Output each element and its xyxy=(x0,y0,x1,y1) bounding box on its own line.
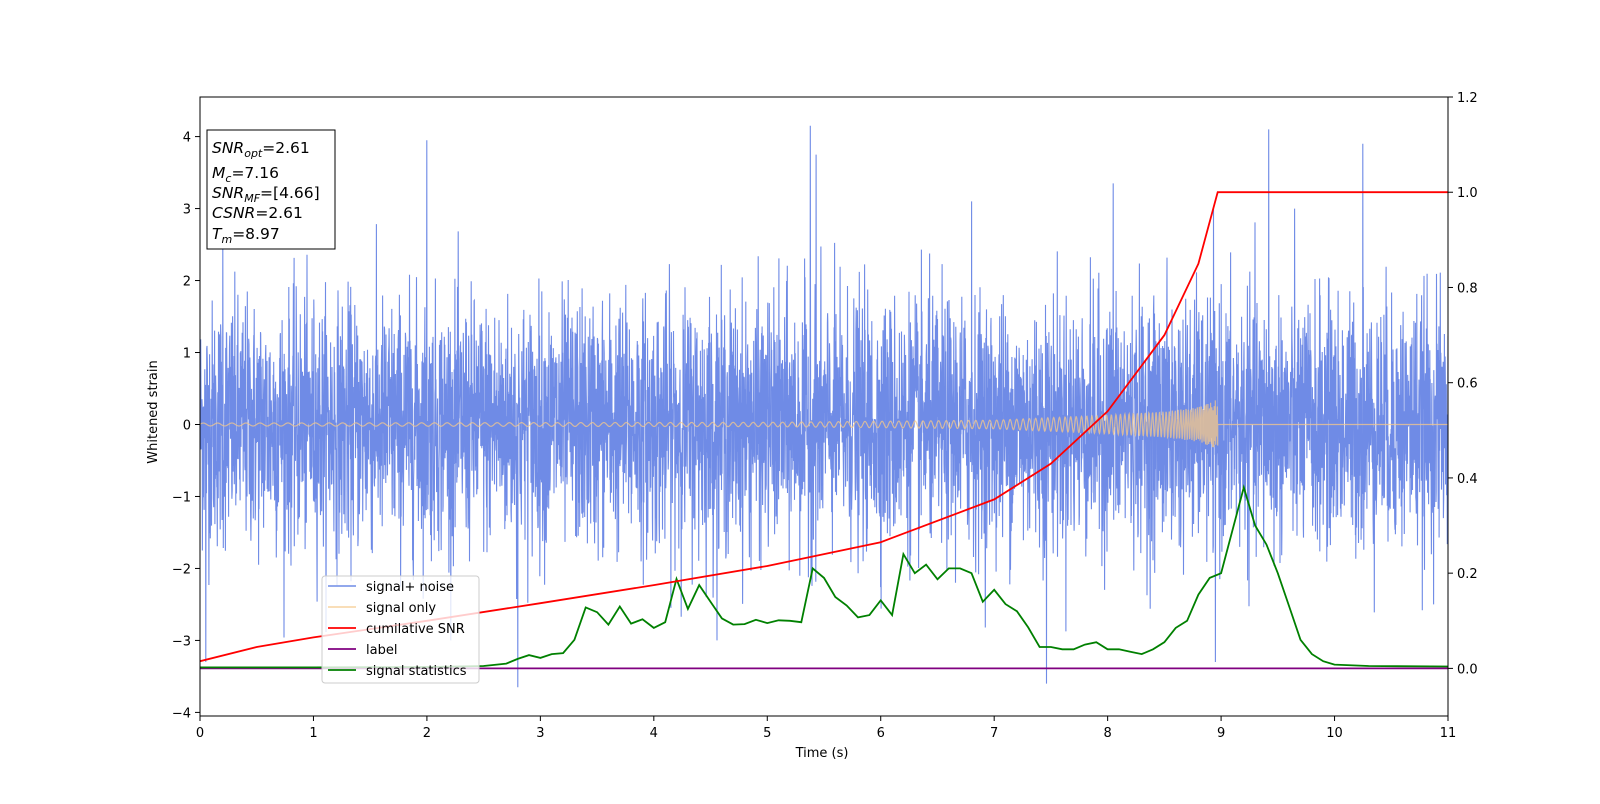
x-tick-label: 2 xyxy=(423,726,431,741)
info-line-sub: c xyxy=(225,172,231,185)
x-tick-label: 4 xyxy=(650,726,658,741)
info-line-sub: opt xyxy=(244,147,263,160)
info-line-value: =8.97 xyxy=(232,225,280,243)
x-tick-label: 0 xyxy=(196,726,204,741)
info-line: SNRopt=2.61 xyxy=(212,139,310,160)
info-line-value: =2.61 xyxy=(262,139,310,157)
y-axis-title: Whitened strain xyxy=(146,360,161,463)
info-line-base: T xyxy=(212,225,223,243)
y-tick-label-left: −2 xyxy=(172,562,191,577)
y-tick-label-right: 1.2 xyxy=(1457,91,1478,106)
y-tick-label-right: 0.4 xyxy=(1457,472,1478,487)
series-signal-only xyxy=(200,400,1448,448)
legend-label: cumilative SNR xyxy=(366,622,465,637)
info-line-sub: MF xyxy=(244,192,260,205)
y-tick-label-left: −3 xyxy=(172,634,191,649)
y-tick-label-left: −4 xyxy=(172,706,191,721)
x-tick-label: 9 xyxy=(1217,726,1225,741)
x-tick-label: 1 xyxy=(309,726,317,741)
y-tick-label-right: 0.6 xyxy=(1457,377,1478,392)
plot-axes: 0 1 2 3 4 5 6 7 8 9 10 11 −4 −3 −2 −1 0 1 2 3 4 0.0 0.2 0.4 0.6 0… xyxy=(172,91,1478,741)
legend-label: signal statistics xyxy=(366,664,467,679)
x-tick-label: 7 xyxy=(990,726,998,741)
x-tick-label: 5 xyxy=(763,726,771,741)
plot-frame xyxy=(199,96,1449,717)
info-line-sub: m xyxy=(221,233,232,246)
info-line-base: CSNR xyxy=(212,204,255,222)
info-line: Tm=8.97 xyxy=(212,225,280,246)
series-signal-statistics xyxy=(200,484,1448,669)
x-tick-label: 8 xyxy=(1103,726,1111,741)
y-tick-label-right: 0.8 xyxy=(1457,281,1478,296)
legend-label: signal only xyxy=(366,601,436,616)
y-tick-label-left: 0 xyxy=(183,418,191,433)
x-tick-label: 6 xyxy=(877,726,885,741)
legend-frame xyxy=(321,575,480,684)
y-tick-label-left: 2 xyxy=(183,275,191,290)
series-signal-noise xyxy=(200,125,1448,688)
info-line: CSNR=2.61 xyxy=(212,204,303,222)
info-line-value: =[4.66] xyxy=(260,184,320,202)
info-line-base: SNR xyxy=(212,184,244,202)
x-tick-label: 10 xyxy=(1326,726,1343,741)
y-tick-label-left: 3 xyxy=(183,203,191,218)
info-line-base: M xyxy=(212,164,225,182)
x-tick-label: 3 xyxy=(536,726,544,741)
legend-label: signal+ noise xyxy=(366,580,454,595)
y-tick-label-left: −1 xyxy=(172,490,191,505)
info-line-value: =7.16 xyxy=(231,164,279,182)
info-line: SNRMF=[4.66] xyxy=(212,184,320,205)
info-box: SNRopt=2.61Mc=7.16SNRMF=[4.66]CSNR=2.61T… xyxy=(206,129,336,250)
legend-label: label xyxy=(366,643,397,658)
y-tick-label-right: 0.0 xyxy=(1457,662,1478,677)
x-axis-title: Time (s) xyxy=(795,746,849,761)
info-line: Mc=7.16 xyxy=(212,164,279,185)
legend: signal+ noise signal only cumilative SNR la… xyxy=(321,575,480,684)
info-line-value: =2.61 xyxy=(255,204,303,222)
y-tick-label-right: 0.2 xyxy=(1457,567,1478,582)
y-tick-label-right: 1.0 xyxy=(1457,186,1478,201)
y-tick-label-left: 1 xyxy=(183,347,191,362)
y-tick-label-left: 4 xyxy=(183,131,191,146)
info-box-frame xyxy=(206,129,336,250)
x-tick-label: 11 xyxy=(1440,726,1457,741)
info-line-base: SNR xyxy=(212,139,244,157)
